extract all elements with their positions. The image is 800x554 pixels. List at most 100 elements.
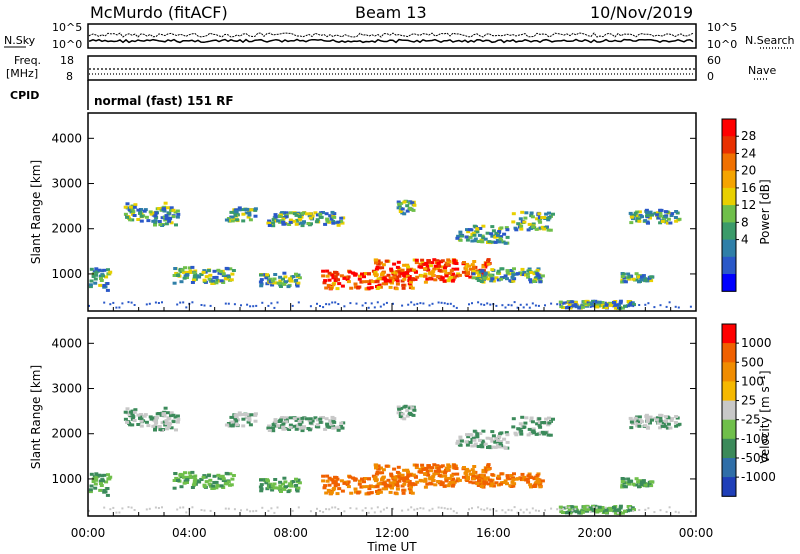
power-cell [410, 201, 415, 205]
velocity-cell [519, 432, 524, 436]
velocity-cell [278, 484, 283, 488]
power-cell [475, 277, 480, 281]
velocity-cell [413, 482, 418, 486]
power-cell [271, 218, 276, 222]
velocity-cell [489, 437, 494, 441]
velocity-cell [496, 438, 500, 442]
velocity-cell [523, 421, 528, 425]
power-cell [88, 285, 93, 289]
velocity-cell [128, 423, 133, 427]
power-cell [528, 227, 533, 230]
power-cell [375, 265, 380, 269]
power-cell [336, 278, 340, 282]
power-cell [405, 209, 410, 213]
power-cell [442, 279, 447, 283]
power-cell [388, 276, 393, 280]
power-cell [138, 211, 142, 215]
power-cell [201, 270, 206, 274]
velocity-cell [455, 472, 460, 476]
velocity-cell [267, 429, 272, 432]
velocity-cell [456, 439, 461, 443]
velocity-cell [105, 493, 110, 497]
velocity-cell [89, 484, 94, 488]
power-cell [662, 219, 667, 223]
power-cell [638, 304, 641, 306]
velocity-cell [336, 428, 341, 432]
power-cell [321, 274, 326, 278]
power-cell [162, 207, 167, 211]
velocity-cell [340, 426, 345, 430]
velocity-cell [300, 429, 305, 433]
power-cell [483, 271, 488, 275]
velocity-cell [443, 474, 448, 478]
power-cell [384, 282, 388, 286]
power-cell [153, 219, 158, 223]
power-cell [373, 270, 378, 274]
power-cell [537, 212, 542, 216]
power-cell [378, 285, 383, 289]
velocity-cell [428, 481, 433, 485]
power-cell [315, 213, 320, 217]
velocity-cell [181, 475, 186, 479]
velocity-cell [475, 482, 480, 486]
velocity-cell [674, 424, 679, 428]
power-cell [125, 202, 130, 206]
power-cell [395, 279, 400, 283]
power-cell [94, 270, 99, 274]
velocity-cell [443, 507, 446, 510]
power-cell [281, 277, 285, 281]
power-cell [267, 219, 272, 223]
velocity-cell [373, 511, 376, 514]
velocity-cell [433, 469, 438, 473]
power-cell [389, 269, 394, 273]
power-cell [326, 283, 331, 287]
velocity-cell [481, 441, 486, 445]
velocity-cell [300, 426, 304, 430]
velocity-cell [245, 412, 250, 416]
power-cell [226, 275, 231, 279]
nsky-tick-bottom: 10^0 [52, 38, 82, 51]
velocity-cell [130, 412, 135, 416]
velocity-cell [294, 477, 298, 481]
velocity-cell [148, 507, 151, 510]
velocity-cell [416, 507, 419, 510]
power-cell [244, 211, 249, 215]
velocity-cell [511, 417, 516, 421]
nsky-line [89, 38, 694, 44]
power-cell [292, 219, 297, 223]
velocity-cell [592, 506, 595, 509]
power-cell [132, 214, 137, 217]
velocity-cell [655, 416, 660, 420]
power-ytick-label: 1000 [51, 267, 82, 281]
velocity-cell [229, 483, 234, 487]
velocity-cell [166, 411, 170, 415]
power-cell [263, 273, 267, 277]
velocity-cell [255, 509, 258, 512]
power-cell [197, 275, 202, 279]
velocity-cell [449, 474, 454, 478]
velocity-cell [412, 463, 417, 467]
power-cell [331, 221, 336, 225]
power-cell [618, 299, 623, 303]
power-cell [332, 215, 337, 219]
power-colorbar-segment [722, 274, 736, 292]
power-cell [414, 258, 419, 262]
power-cell [270, 283, 275, 287]
velocity-cell [451, 477, 456, 481]
velocity-cell [133, 408, 138, 412]
power-cell [440, 301, 443, 304]
power-cell [282, 222, 287, 226]
velocity-cell [528, 511, 531, 514]
power-cell [586, 301, 589, 304]
velocity-cell [264, 481, 269, 485]
velocity-cell [397, 479, 402, 483]
velocity-cell [658, 419, 663, 423]
power-cell [480, 271, 485, 275]
power-cell [99, 279, 104, 282]
velocity-cell [182, 481, 187, 485]
velocity-cell [529, 485, 533, 489]
velocity-cell [565, 506, 570, 510]
velocity-cell [570, 505, 575, 509]
velocity-cell [502, 437, 507, 441]
power-cell [387, 279, 392, 283]
